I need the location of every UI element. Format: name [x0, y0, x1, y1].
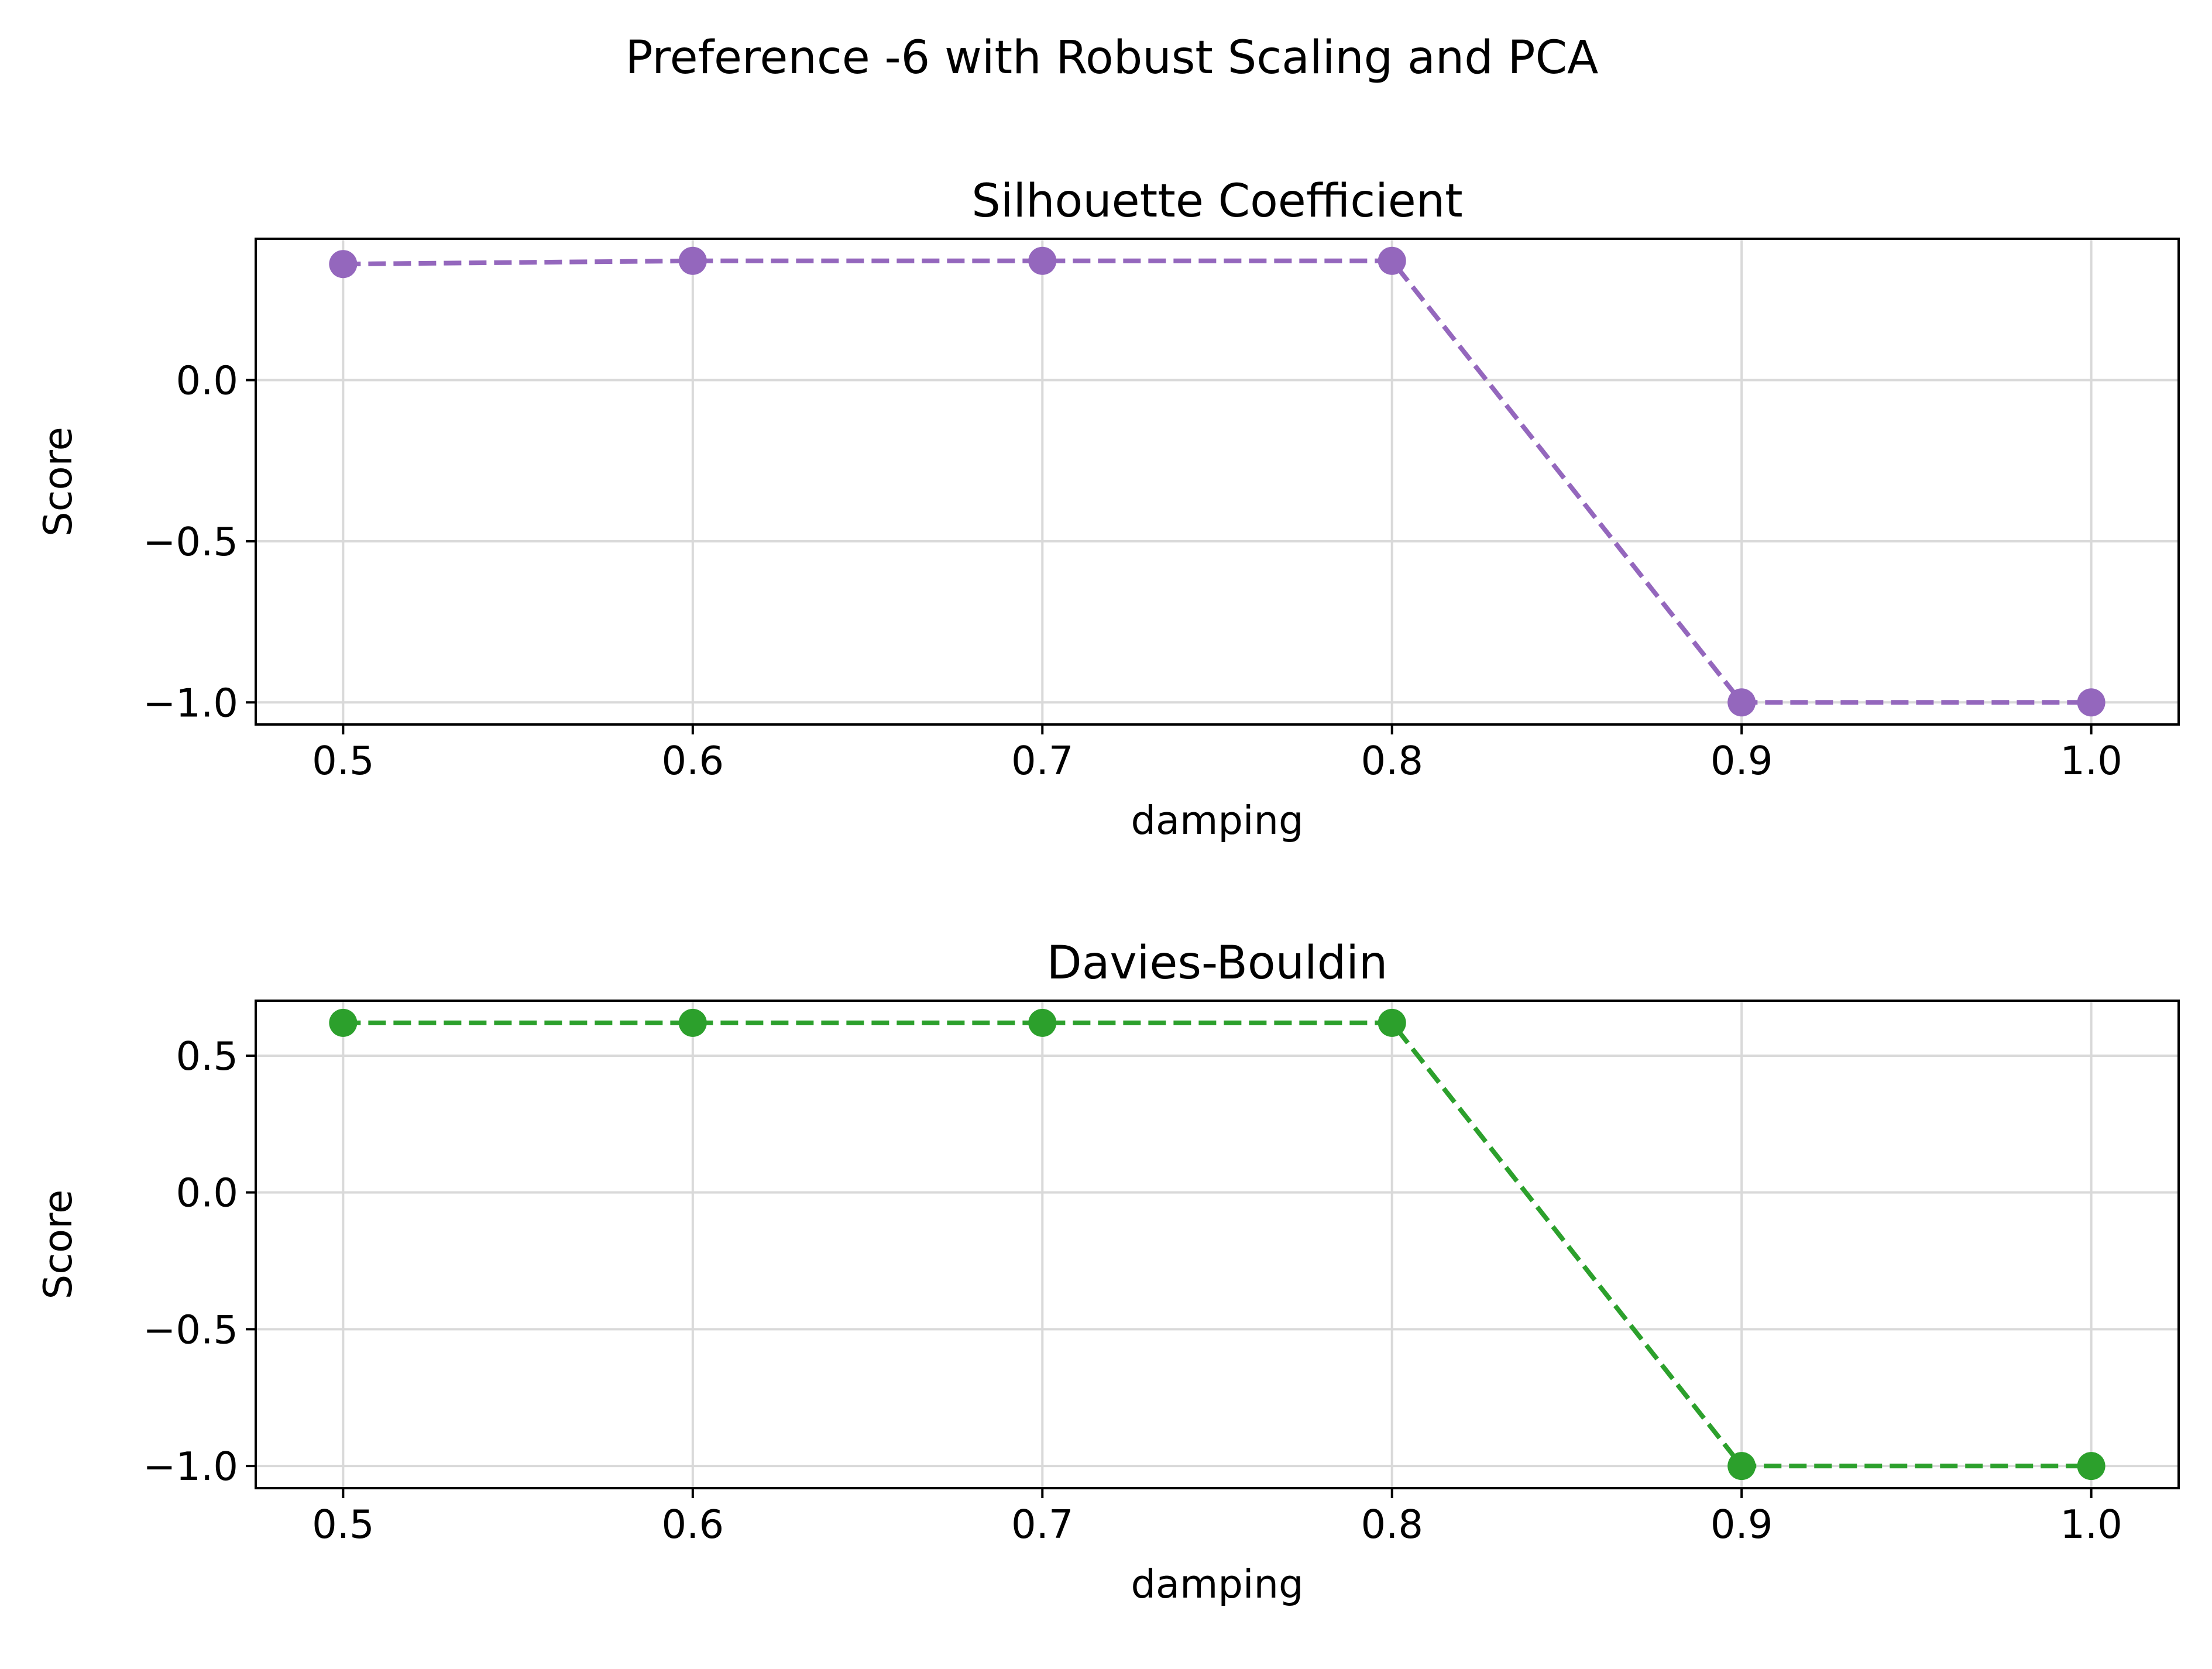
x-tick-label: 1.0: [2060, 738, 2122, 784]
x-tick-label: 0.6: [662, 738, 724, 784]
y-tick-label: −1.0: [143, 680, 238, 726]
data-point: [1727, 688, 1756, 717]
y-tick-label: −1.0: [143, 1444, 238, 1489]
x-tick-label: 0.9: [1710, 1502, 1773, 1547]
x-tick-label: 0.8: [1361, 738, 1423, 784]
subplot-davies-bouldin: 0.5 0.6 0.7 0.8 0.9 1.0 0.5 0.0 −0.5 −1.0 Davies-B…: [35, 937, 2180, 1607]
axes-frame: [255, 238, 2180, 726]
data-point: [329, 1008, 358, 1037]
x-axis-label: damping: [1131, 1561, 1304, 1607]
data-point: [329, 250, 358, 279]
data-point: [1028, 246, 1057, 275]
y-tick-label: −0.5: [143, 519, 238, 565]
data-point: [1378, 1008, 1406, 1037]
data-point: [2077, 1452, 2105, 1481]
x-tick-label: 0.8: [1361, 1502, 1423, 1547]
x-tick-label: 0.5: [312, 738, 375, 784]
y-axis-label: Score: [35, 427, 81, 537]
data-point: [678, 246, 707, 275]
y-tick-label: 0.0: [176, 1170, 238, 1216]
x-tick-label: 0.7: [1011, 738, 1074, 784]
subplot-title: Davies-Bouldin: [1047, 937, 1388, 990]
y-tick-label: 0.0: [176, 358, 238, 404]
subplots: 0.5 0.6 0.7 0.8 0.9 1.0 0.0 −0.5 −1.0 Silhouette …: [35, 175, 2180, 1607]
data-point: [1028, 1008, 1057, 1037]
data-point: [1727, 1452, 1756, 1481]
series-line: [343, 258, 2091, 705]
subplot-silhouette: 0.5 0.6 0.7 0.8 0.9 1.0 0.0 −0.5 −1.0 Silhouette …: [35, 175, 2180, 843]
x-axis-label: damping: [1131, 798, 1304, 843]
y-axis-label: Score: [35, 1190, 81, 1300]
series-line: [343, 1020, 2091, 1469]
subplot-title: Silhouette Coefficient: [971, 175, 1463, 228]
x-tick-label: 0.7: [1011, 1502, 1074, 1547]
data-point: [678, 1008, 707, 1037]
axes-frame: [255, 1000, 2180, 1489]
y-tick-label: −0.5: [143, 1307, 238, 1352]
y-tick-label: 0.5: [176, 1033, 238, 1079]
x-tick-label: 0.6: [662, 1502, 724, 1547]
x-tick-label: 1.0: [2060, 1502, 2122, 1547]
data-point: [1378, 246, 1406, 275]
figure-suptitle: Preference -6 with Robust Scaling and PC…: [626, 32, 1599, 84]
x-tick-label: 0.5: [312, 1502, 375, 1547]
x-tick-label: 0.9: [1710, 738, 1773, 784]
data-point: [2077, 688, 2105, 717]
